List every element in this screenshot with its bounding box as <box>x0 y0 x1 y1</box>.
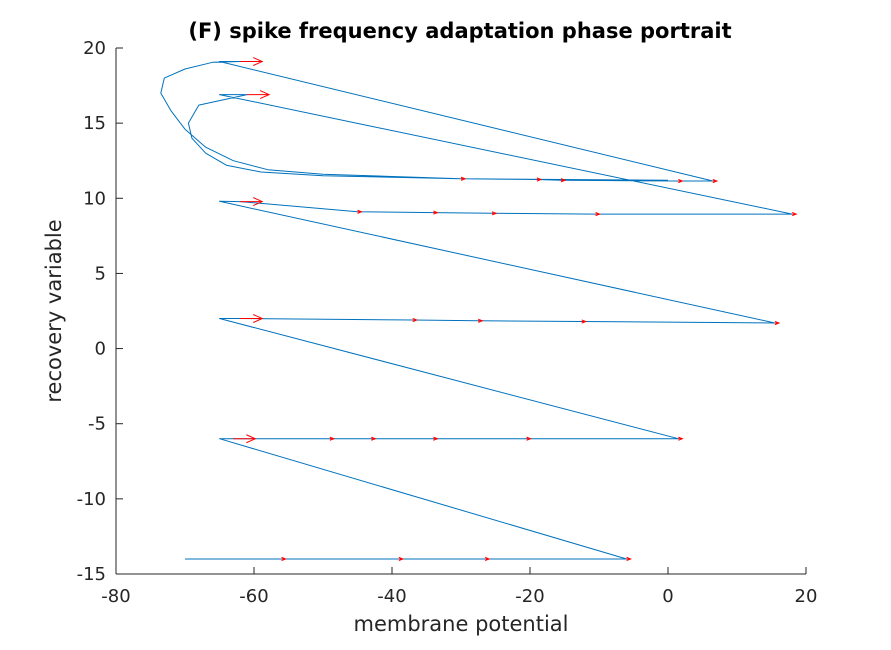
arrow-head <box>792 212 798 217</box>
direction-arrow <box>433 210 439 215</box>
direction-arrow <box>398 556 405 562</box>
arrow-head <box>712 178 719 184</box>
direction-arrow <box>581 319 588 324</box>
y-tick-label: 5 <box>95 263 106 284</box>
y-tick-label: -5 <box>88 414 106 435</box>
direction-arrow <box>526 436 532 441</box>
arrow-head <box>433 210 439 215</box>
arrow-head <box>252 197 264 207</box>
arrow-head <box>526 436 532 441</box>
arrow-head <box>536 177 543 182</box>
trajectory-line <box>160 61 793 560</box>
plot-area <box>160 57 798 562</box>
y-tick-label: 15 <box>83 113 106 134</box>
arrow-head <box>595 212 601 217</box>
arrow-head <box>371 436 377 441</box>
direction-arrow <box>412 317 419 323</box>
arrow-head <box>774 320 781 326</box>
x-tick-label: -80 <box>101 586 130 607</box>
direction-arrow <box>460 176 467 181</box>
arrow-head <box>491 211 498 216</box>
x-tick-label: -40 <box>377 586 406 607</box>
axes: -80 -60 -40 -20 0 20 -15 -10 -5 0 5 10 15 20 <box>77 38 818 607</box>
direction-arrow <box>478 318 484 323</box>
y-axis-label: recovery variable <box>42 219 66 402</box>
direction-arrow <box>678 178 684 184</box>
direction-arrow <box>774 320 781 326</box>
arrow-head <box>357 209 363 214</box>
direction-arrow <box>371 436 377 441</box>
direction-arrow <box>595 212 601 217</box>
x-tick-label: -60 <box>239 586 268 607</box>
direction-arrow <box>626 556 632 562</box>
x-axis-label: membrane potential <box>354 612 569 636</box>
direction-arrow <box>712 178 719 184</box>
arrow-head <box>252 314 264 323</box>
y-tick-label: -10 <box>77 489 106 510</box>
x-tick-label: 20 <box>795 586 818 607</box>
arrow-head <box>626 556 632 562</box>
direction-arrow <box>233 434 257 444</box>
arrow-head <box>246 434 257 444</box>
y-tick-label: 10 <box>83 188 106 209</box>
y-tick-label: -15 <box>77 564 106 585</box>
direction-arrow <box>678 436 684 441</box>
direction-arrow <box>433 436 439 441</box>
direction-arrow <box>329 436 336 441</box>
arrow-head <box>252 57 264 66</box>
chart-title: (F) spike frequency adaptation phase por… <box>188 19 731 43</box>
direction-arrow <box>240 57 264 66</box>
y-tick-label: 0 <box>95 339 106 360</box>
y-tick-label: 20 <box>83 38 106 59</box>
arrow-head <box>460 176 467 181</box>
arrow-head <box>581 319 588 324</box>
direction-arrow <box>240 197 264 207</box>
arrow-head <box>259 90 271 100</box>
arrow-head <box>329 436 336 441</box>
direction-arrow <box>240 314 264 323</box>
x-tick-label: 0 <box>662 586 673 607</box>
direction-arrow <box>792 212 798 217</box>
direction-arrow <box>484 556 491 562</box>
direction-arrow <box>357 209 363 214</box>
x-tick-label: -20 <box>515 586 544 607</box>
direction-arrow <box>536 177 543 182</box>
arrow-head <box>433 436 439 441</box>
direction-arrow <box>247 90 271 100</box>
arrow-head <box>678 436 684 441</box>
direction-arrow <box>560 178 567 183</box>
arrow-head <box>412 317 419 323</box>
arrow-head <box>398 556 405 562</box>
arrow-head <box>678 178 684 184</box>
arrow-head <box>281 556 287 562</box>
direction-arrow <box>281 556 287 562</box>
arrow-head <box>478 318 484 323</box>
arrow-head <box>484 556 491 562</box>
direction-arrow <box>491 211 498 216</box>
arrow-head <box>560 178 567 183</box>
